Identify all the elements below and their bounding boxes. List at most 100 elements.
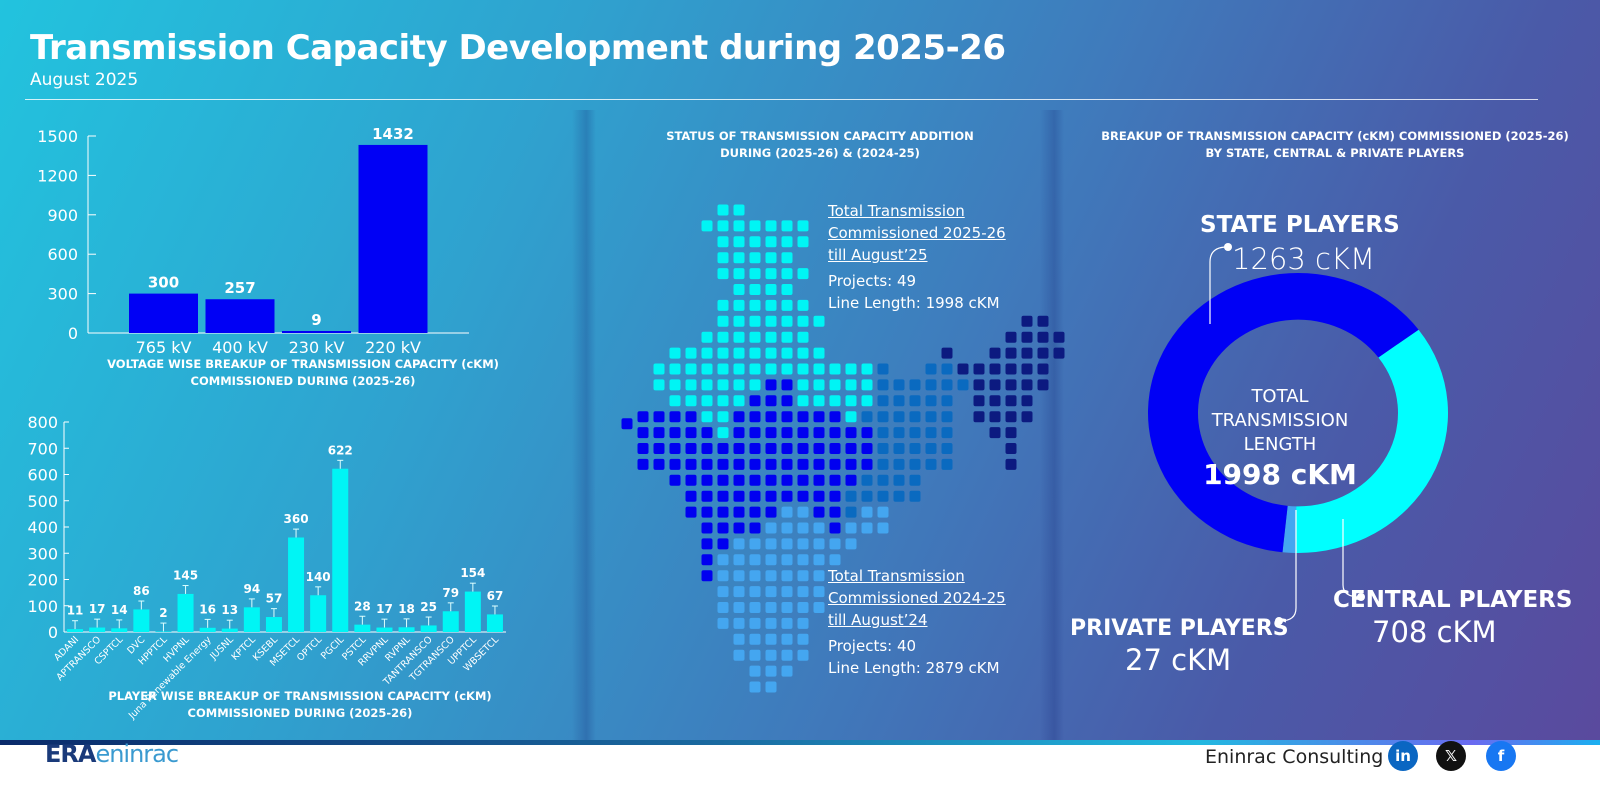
map-dot: [845, 538, 857, 550]
map-dot: [733, 570, 745, 582]
data-label: 86: [133, 584, 150, 598]
map-dot: [781, 665, 793, 677]
map-dot: [989, 347, 1001, 359]
map-dot: [1021, 411, 1033, 423]
map-dot: [813, 411, 825, 423]
map-dot: [829, 458, 841, 470]
map-dot: [861, 506, 873, 518]
map-dot: [909, 474, 921, 486]
map-dot: [813, 538, 825, 550]
data-label: 16: [199, 602, 216, 616]
map-dot: [941, 411, 953, 423]
map-dot: [685, 347, 697, 359]
category-label: 765 kV: [136, 338, 192, 357]
map-dot: [989, 379, 1001, 391]
map-dot: [717, 395, 729, 407]
footer-stripe: [0, 740, 1600, 745]
panel-divider: [1040, 110, 1064, 740]
map-dot: [781, 474, 793, 486]
map-dot: [781, 602, 793, 613]
map-dot: [1021, 315, 1033, 327]
map-dot: [685, 363, 697, 375]
map-dot: [733, 379, 745, 391]
bar-hvpnl: [177, 593, 194, 632]
map-dot: [845, 506, 857, 518]
map-dot: [797, 458, 809, 470]
bar-pgcil: [332, 468, 349, 632]
map-dot: [669, 474, 681, 486]
map-dot: [925, 443, 937, 454]
map-dot: [797, 490, 809, 502]
map-dot: [797, 474, 809, 486]
map-dot: [1053, 347, 1065, 359]
map-dot: [893, 411, 905, 423]
map-dot: [717, 554, 729, 566]
map-dot: [733, 268, 745, 280]
y-tick-label: 700: [27, 439, 58, 458]
data-label: 2: [159, 606, 167, 620]
linkedin-icon[interactable]: in: [1388, 741, 1418, 771]
map-dot: [973, 379, 985, 391]
donut-center-text: TOTAL TRANSMISSION LENGTH 1998 cKM: [1203, 386, 1357, 491]
map-dot: [797, 236, 809, 248]
map-dot: [733, 602, 745, 613]
map-dot: [685, 427, 697, 439]
map-dot: [893, 395, 905, 407]
map-dot: [765, 681, 777, 693]
map-dot: [717, 506, 729, 518]
central-players-label: CENTRAL PLAYERS: [1333, 587, 1573, 613]
y-tick-label: 1500: [37, 127, 78, 146]
map-dot: [653, 443, 665, 454]
map-dot: [765, 427, 777, 439]
bar-msetcl: [288, 537, 305, 632]
map-dot: [733, 474, 745, 486]
data-label: 300: [148, 274, 179, 292]
map-dot: [845, 395, 857, 407]
data-label: 57: [266, 592, 283, 606]
map-dot: [685, 506, 697, 518]
map-dot: [781, 284, 793, 295]
map-dot: [797, 379, 809, 391]
map-dot: [765, 347, 777, 359]
map-dot: [669, 363, 681, 375]
private-players-value: 27 cKM: [1125, 643, 1232, 677]
data-label: 18: [398, 602, 415, 616]
map-dot: [1005, 347, 1017, 359]
map-dot: [813, 490, 825, 502]
map-dot: [717, 220, 729, 232]
map-dot: [813, 554, 825, 566]
map-dot: [765, 522, 777, 534]
bar-pstcl: [354, 624, 371, 632]
map-dot: [685, 411, 697, 423]
map-dot: [797, 268, 809, 280]
map-dot: [733, 395, 745, 407]
map-dot: [781, 347, 793, 359]
map-dot: [749, 443, 761, 454]
map-dot: [829, 538, 841, 550]
current-year-summary: Total Transmission Commissioned 2025-26 ti…: [828, 202, 1006, 312]
x-icon[interactable]: 𝕏: [1436, 741, 1466, 771]
bar-hpptcl: [155, 631, 172, 632]
page-subtitle: August 2025: [30, 70, 139, 90]
bar-upptcl: [464, 591, 481, 632]
map-dot: [765, 395, 777, 407]
private-leader-line: [1279, 510, 1297, 622]
bar-jusnl: [221, 628, 238, 632]
map-dot: [925, 379, 937, 391]
india-dot-map: [621, 204, 1065, 693]
map-dot: [781, 363, 793, 375]
map-dot: [765, 379, 777, 391]
map-dot: [845, 490, 857, 502]
facebook-icon[interactable]: f: [1486, 741, 1516, 771]
category-label: 220 kV: [365, 338, 421, 357]
map-dot: [733, 363, 745, 375]
map-dot: [733, 490, 745, 502]
map-dot: [717, 617, 729, 629]
map-dot: [781, 299, 793, 311]
data-label: 17: [89, 602, 106, 616]
map-dot: [733, 586, 745, 598]
map-dot: [845, 363, 857, 375]
map-dot: [877, 443, 889, 454]
map-dot: [797, 299, 809, 311]
map-dot: [733, 458, 745, 470]
